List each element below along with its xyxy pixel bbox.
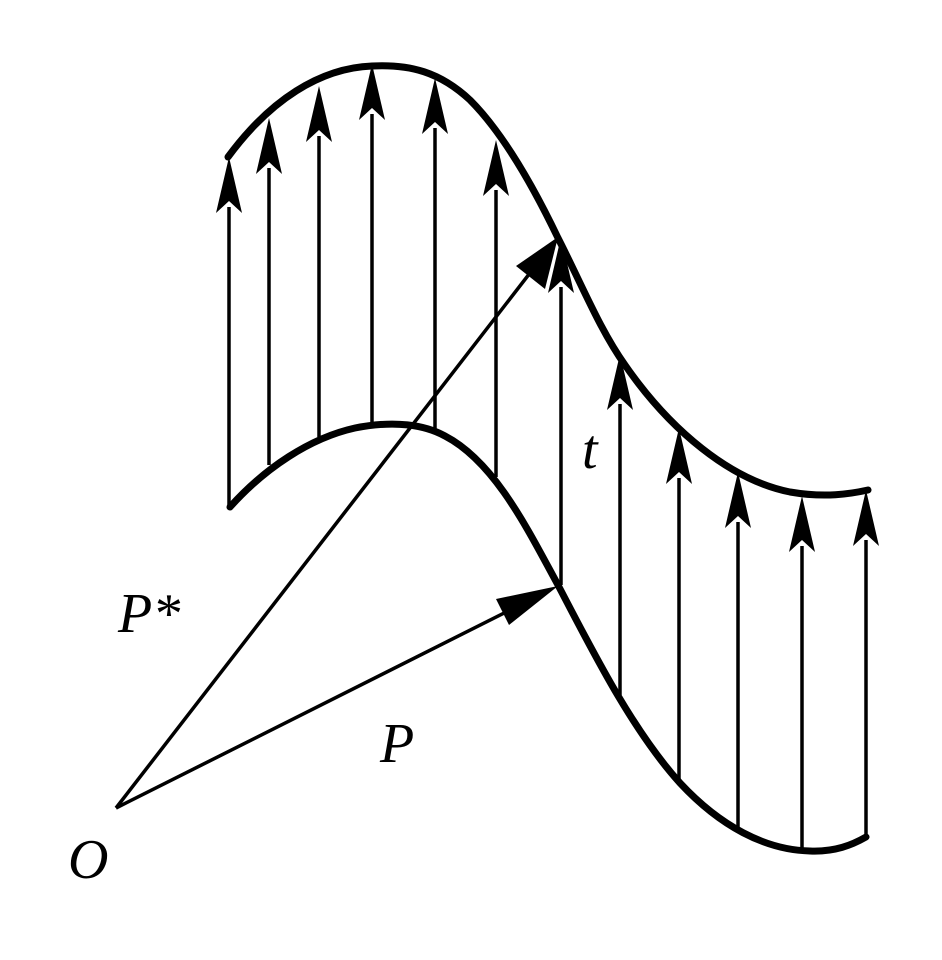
directrix-curve xyxy=(226,420,870,855)
ruling-arrow-4-arrowhead xyxy=(359,64,385,120)
ruling-arrow-8-arrowhead xyxy=(607,354,633,410)
ruling-arrow-5-arrowhead xyxy=(422,78,448,134)
ruling-arrow-11-arrowhead xyxy=(789,496,815,552)
vector-p-arrowhead xyxy=(496,586,558,625)
label-p-star: P* xyxy=(117,583,180,645)
upper-curve xyxy=(224,62,872,499)
ruling-arrow-10-arrowhead xyxy=(725,472,751,528)
ruling-arrow-3-arrowhead xyxy=(306,86,332,142)
ruling-arrow-6-arrowhead xyxy=(483,140,509,196)
vector-p-star-shaft xyxy=(114,258,542,810)
vector-p-shaft xyxy=(115,598,531,810)
ruling-arrow-7-arrowhead xyxy=(548,237,574,293)
ruling-arrows xyxy=(216,64,879,850)
label-t: t xyxy=(582,419,599,481)
ruling-arrow-2-arrowhead xyxy=(256,118,282,174)
position-vectors xyxy=(114,237,558,810)
ruling-arrow-9-arrowhead xyxy=(666,428,692,484)
label-p: P xyxy=(379,713,414,775)
ruling-arrow-12-arrowhead xyxy=(853,490,879,546)
ruling-arrow-1-arrowhead xyxy=(216,157,242,213)
vector-p-star-arrowhead xyxy=(516,237,558,289)
label-origin: O xyxy=(68,829,108,891)
